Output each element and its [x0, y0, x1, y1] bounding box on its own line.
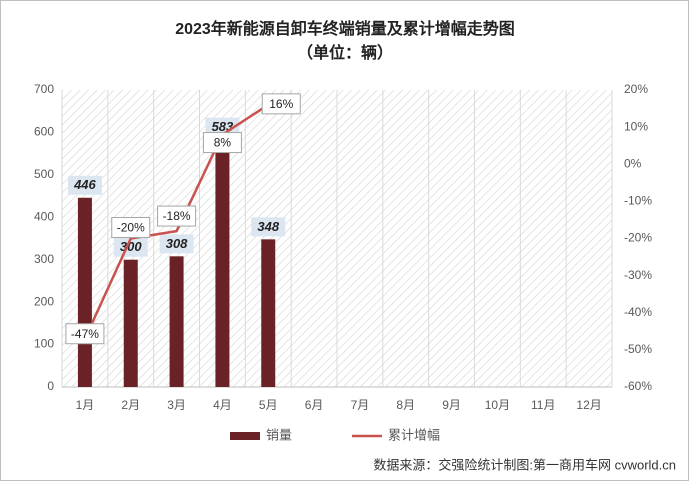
y2-tick-label: 10%	[624, 119, 648, 133]
x-tick-label: 12月	[576, 398, 601, 412]
x-tick-label: 3月	[167, 398, 186, 412]
y-tick-label: 200	[34, 294, 54, 308]
y2-tick-label: -20%	[624, 231, 652, 245]
bar-label: 308	[166, 236, 188, 251]
line-label: -47%	[71, 327, 99, 341]
y-tick-label: 400	[34, 209, 54, 223]
y-tick-label: 0	[47, 379, 54, 393]
x-tick-label: 11月	[531, 398, 555, 412]
bar-label-bg	[251, 217, 286, 237]
chart-subtitle: （单位：辆）	[297, 43, 393, 62]
x-tick-label: 1月	[76, 398, 95, 412]
legend-swatch	[230, 432, 260, 440]
y2-tick-label: -50%	[624, 342, 652, 356]
y-tick-label: 500	[34, 167, 54, 181]
x-tick-label: 7月	[351, 398, 370, 412]
y-tick-label: 300	[34, 252, 54, 266]
line-label-bg	[157, 205, 197, 227]
bar-label-bg	[113, 237, 148, 257]
bar-label-bg	[67, 175, 102, 195]
bar-label: 583	[212, 119, 234, 134]
legend-label: 累计增幅	[388, 427, 440, 442]
line-label-bg	[202, 132, 242, 154]
bar	[77, 197, 92, 387]
y2-tick-label: -10%	[624, 194, 652, 208]
line-label: 16%	[269, 97, 293, 111]
line-label: 8%	[214, 136, 232, 150]
bar	[123, 259, 138, 387]
bar	[261, 239, 276, 387]
chart-title: 2023年新能源自卸车终端销量及累计增幅走势图	[175, 19, 515, 38]
x-tick-label: 9月	[442, 398, 461, 412]
y2-tick-label: -60%	[624, 379, 652, 393]
legend-label: 销量	[266, 427, 292, 442]
y2-tick-label: -30%	[624, 268, 652, 282]
y2-tick-label: 0%	[624, 156, 642, 170]
source: 数据来源：交强险统计制图:第一商用车网 cvworld.cn	[373, 457, 676, 472]
x-tick-label: 6月	[305, 398, 324, 412]
x-tick-label: 2月	[121, 398, 140, 412]
y2-tick-label: 20%	[624, 82, 648, 96]
y2-tick-label: -40%	[624, 305, 652, 319]
line-label-bg	[111, 217, 151, 238]
line	[83, 103, 269, 340]
x-tick-label: 8月	[396, 398, 415, 412]
y-tick-label: 100	[34, 337, 54, 351]
line-label: -20%	[117, 221, 145, 235]
y-tick-label: 600	[34, 125, 54, 139]
line-label-bg	[261, 93, 301, 115]
x-tick-label: 5月	[259, 398, 278, 412]
y-tick-label: 700	[34, 82, 54, 96]
bar-label-bg	[159, 234, 194, 254]
line-label-bg	[65, 323, 105, 345]
bar-label: 348	[257, 219, 279, 234]
bar	[169, 256, 184, 387]
bar-label-bg	[205, 117, 240, 137]
bar-label: 446	[73, 177, 96, 192]
line-label: -18%	[163, 209, 191, 223]
x-tick-label: 4月	[213, 398, 232, 412]
bar	[215, 139, 230, 387]
x-tick-label: 10月	[485, 398, 510, 412]
